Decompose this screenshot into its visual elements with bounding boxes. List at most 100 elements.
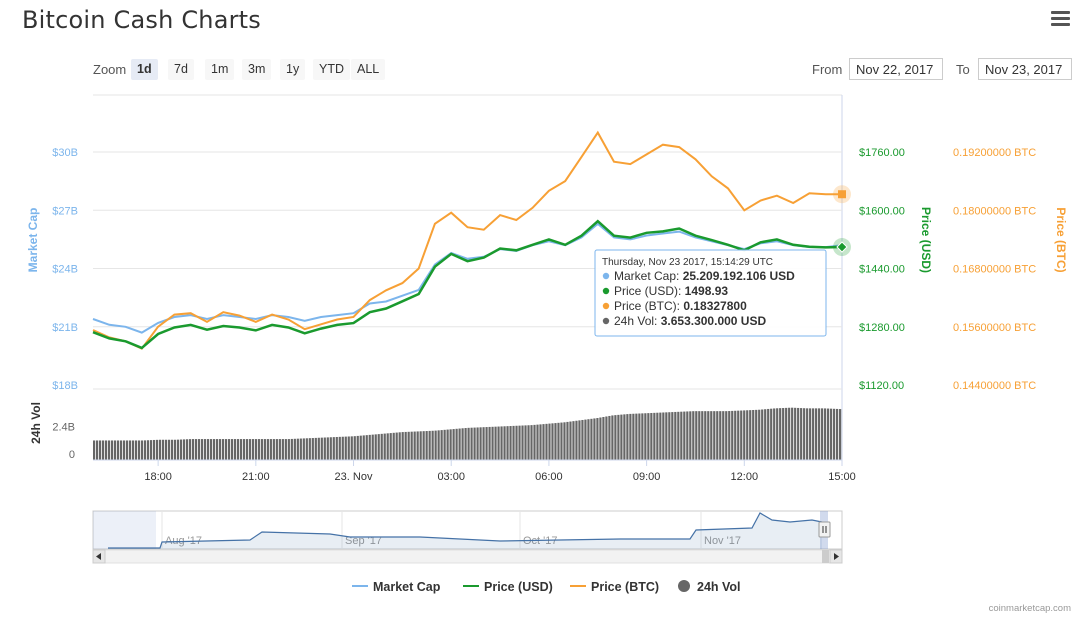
- volume-bar: [806, 408, 809, 460]
- navigator-mask: [93, 511, 156, 549]
- volume-bar: [680, 411, 683, 460]
- legend-item[interactable]: 24h Vol: [678, 580, 741, 594]
- x-axis-tick-label: 06:00: [535, 471, 563, 483]
- volume-bar: [839, 409, 842, 460]
- legend-label: 24h Vol: [697, 580, 741, 594]
- tooltip-row-value: 1498.93: [685, 284, 729, 298]
- zoom-label: Zoom: [93, 62, 127, 77]
- volume-axis-tick-label: 2.4B: [52, 422, 75, 434]
- volume-bar: [248, 439, 251, 460]
- btc-axis-tick-label: 0.14400000 BTC: [953, 380, 1036, 392]
- hamburger-menu-icon[interactable]: [1051, 11, 1070, 27]
- volume-bar: [203, 439, 207, 460]
- volume-bar: [326, 437, 329, 460]
- range-from-label: From: [812, 62, 843, 77]
- volume-bar: [281, 439, 284, 460]
- volume-bar: [629, 413, 632, 460]
- volume-bar: [662, 412, 665, 460]
- volume-bar: [635, 413, 638, 460]
- volume-bar: [263, 439, 266, 460]
- x-axis-tick-label: 21:00: [242, 471, 270, 483]
- volume-bar: [236, 439, 240, 460]
- range-from-input[interactable]: Nov 22, 2017: [849, 58, 943, 80]
- volume-bar: [584, 419, 587, 460]
- volume-bar: [551, 423, 554, 460]
- volume-bar: [509, 426, 512, 460]
- volume-bar: [650, 412, 653, 460]
- volume-bar: [383, 433, 386, 460]
- volume-bar: [323, 437, 326, 460]
- volume-bar: [419, 431, 422, 460]
- usd-axis-tick-label: $1440.00: [859, 264, 905, 276]
- volume-bar: [431, 430, 434, 460]
- left-axis-tick-label: $24B: [52, 264, 78, 276]
- volume-bar: [158, 439, 162, 460]
- legend-item[interactable]: Price (BTC): [570, 580, 659, 594]
- tooltip-series-dot: [602, 287, 610, 295]
- volume-bar: [797, 407, 800, 460]
- volume-bar: [497, 426, 500, 460]
- volume-bar: [674, 411, 677, 460]
- credit-link[interactable]: coinmarketcap.com: [988, 603, 1071, 614]
- volume-bar: [710, 411, 713, 460]
- volume-bar: [461, 428, 464, 460]
- zoom-button-ytd[interactable]: YTD: [313, 59, 350, 80]
- x-axis-tick-label: 18:00: [144, 471, 172, 483]
- scroll-left-arrow-icon: [96, 553, 101, 560]
- volume-bar: [599, 417, 602, 460]
- scrollbar-thumb[interactable]: [822, 550, 829, 563]
- zoom-button-1m[interactable]: 1m: [205, 59, 235, 80]
- volume-bar: [392, 432, 395, 460]
- scrollbar-track[interactable]: [92, 549, 843, 564]
- volume-bar: [677, 411, 680, 460]
- volume-bar: [572, 421, 575, 460]
- volume-bar: [659, 412, 662, 460]
- volume-bar: [716, 411, 719, 460]
- volume-bar: [824, 408, 827, 460]
- volume-bar: [341, 436, 344, 460]
- volume-bar: [305, 438, 308, 460]
- legend-item[interactable]: Market Cap: [352, 580, 441, 594]
- navigator-label: Sep '17: [345, 535, 382, 547]
- volume-bar: [284, 439, 287, 460]
- legend-item[interactable]: Price (USD): [463, 580, 553, 594]
- volume-bar: [371, 434, 374, 460]
- volume-bar: [410, 431, 413, 460]
- volume-bar: [245, 439, 248, 460]
- volume-bar: [623, 414, 626, 460]
- zoom-button-3m[interactable]: 3m: [242, 59, 272, 80]
- volume-bar: [221, 439, 225, 460]
- volume-bar: [317, 437, 320, 460]
- volume-bar: [473, 427, 476, 460]
- volume-bar: [764, 409, 767, 460]
- zoom-button-7d[interactable]: 7d: [168, 59, 194, 80]
- volume-bar: [149, 440, 153, 460]
- volume-bar: [437, 430, 440, 460]
- btc-axis-tick-label: 0.15600000 BTC: [953, 322, 1036, 334]
- volume-bar: [131, 440, 135, 460]
- volume-bar: [701, 411, 704, 460]
- volume-bar: [776, 408, 779, 460]
- volume-bar: [557, 422, 560, 460]
- navigator-handle[interactable]: [818, 521, 831, 538]
- zoom-button-1y[interactable]: 1y: [280, 59, 306, 80]
- zoom-button-all[interactable]: ALL: [351, 59, 386, 80]
- volume-bar: [224, 439, 228, 460]
- volume-bar: [527, 425, 530, 460]
- volume-bar: [494, 426, 497, 460]
- volume-bar: [548, 423, 551, 460]
- volume-bar: [800, 408, 803, 460]
- volume-bar: [590, 418, 593, 460]
- volume-bar: [95, 440, 99, 460]
- zoom-button-1d[interactable]: 1d: [131, 59, 158, 80]
- left-axis-tick-label: $18B: [52, 380, 78, 392]
- price-btc-line: [92, 130, 842, 350]
- range-to-input[interactable]: Nov 23, 2017: [978, 58, 1072, 80]
- volume-bar: [785, 407, 788, 460]
- volume-bar: [809, 408, 812, 460]
- btc-axis-tick-label: 0.16800000 BTC: [953, 264, 1036, 276]
- volume-bar: [164, 439, 168, 460]
- volume-bar: [191, 439, 195, 460]
- volume-bar: [266, 439, 269, 460]
- volume-bar: [542, 424, 545, 460]
